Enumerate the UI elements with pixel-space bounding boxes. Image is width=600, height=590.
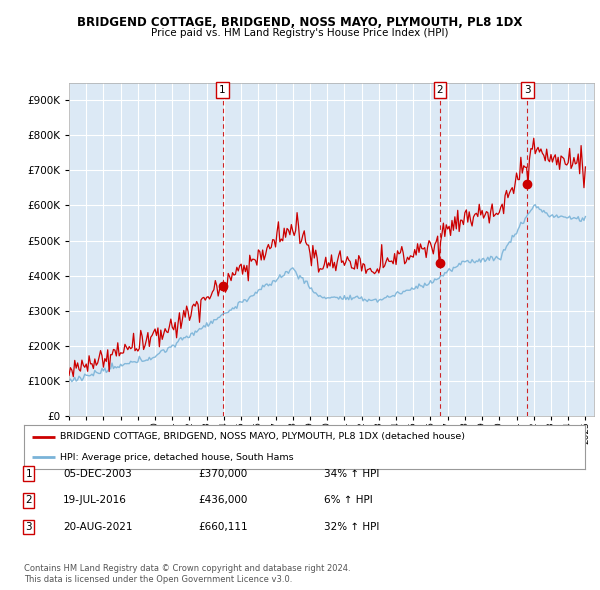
Text: BRIDGEND COTTAGE, BRIDGEND, NOSS MAYO, PLYMOUTH, PL8 1DX (detached house): BRIDGEND COTTAGE, BRIDGEND, NOSS MAYO, P… bbox=[61, 432, 466, 441]
Text: £370,000: £370,000 bbox=[198, 469, 247, 478]
Text: 19-JUL-2016: 19-JUL-2016 bbox=[63, 496, 127, 505]
Text: BRIDGEND COTTAGE, BRIDGEND, NOSS MAYO, PLYMOUTH, PL8 1DX: BRIDGEND COTTAGE, BRIDGEND, NOSS MAYO, P… bbox=[77, 16, 523, 29]
Text: 1: 1 bbox=[25, 469, 32, 478]
Text: 2: 2 bbox=[25, 496, 32, 505]
Text: £660,111: £660,111 bbox=[198, 522, 248, 532]
Text: HPI: Average price, detached house, South Hams: HPI: Average price, detached house, Sout… bbox=[61, 453, 294, 461]
Text: 6% ↑ HPI: 6% ↑ HPI bbox=[324, 496, 373, 505]
Text: £436,000: £436,000 bbox=[198, 496, 247, 505]
Text: Price paid vs. HM Land Registry's House Price Index (HPI): Price paid vs. HM Land Registry's House … bbox=[151, 28, 449, 38]
Text: 32% ↑ HPI: 32% ↑ HPI bbox=[324, 522, 379, 532]
Text: 2: 2 bbox=[436, 84, 443, 94]
Text: 1: 1 bbox=[219, 84, 226, 94]
Text: This data is licensed under the Open Government Licence v3.0.: This data is licensed under the Open Gov… bbox=[24, 575, 292, 584]
Text: 20-AUG-2021: 20-AUG-2021 bbox=[63, 522, 133, 532]
Text: 3: 3 bbox=[25, 522, 32, 532]
Text: 34% ↑ HPI: 34% ↑ HPI bbox=[324, 469, 379, 478]
Text: Contains HM Land Registry data © Crown copyright and database right 2024.: Contains HM Land Registry data © Crown c… bbox=[24, 565, 350, 573]
Text: 3: 3 bbox=[524, 84, 530, 94]
Text: 05-DEC-2003: 05-DEC-2003 bbox=[63, 469, 132, 478]
